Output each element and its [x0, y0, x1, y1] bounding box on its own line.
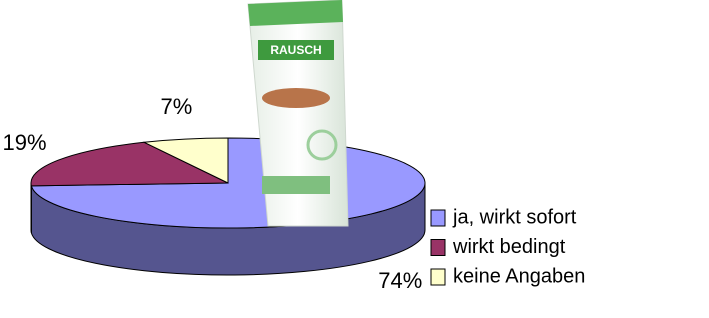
tube-band: [262, 176, 330, 194]
legend-label: ja, wirkt sofort: [452, 206, 577, 228]
legend-swatch: [431, 269, 445, 285]
data-label: 19%: [2, 130, 46, 155]
tube-cap: [248, 0, 343, 26]
pie: 74% 19% 7%: [2, 94, 425, 293]
tube-brand: RAUSCH: [270, 43, 321, 57]
data-label: 74%: [378, 268, 422, 293]
legend-label: wirkt bedingt: [452, 236, 566, 258]
data-label: 7%: [161, 94, 193, 119]
page: {"chart_data": {"type": "pie3d", "catego…: [0, 0, 709, 318]
legend: ja, wirkt sofort wirkt bedingt keine Angab…: [431, 206, 585, 287]
legend-swatch: [431, 210, 445, 226]
chart: 74% 19% 7% RAUSCH ja, wirkt sofort wirkt be…: [0, 0, 709, 318]
legend-swatch: [431, 240, 445, 256]
legend-label: keine Angaben: [453, 265, 585, 287]
product-image: RAUSCH: [248, 0, 348, 226]
tube-picture: [262, 88, 330, 108]
